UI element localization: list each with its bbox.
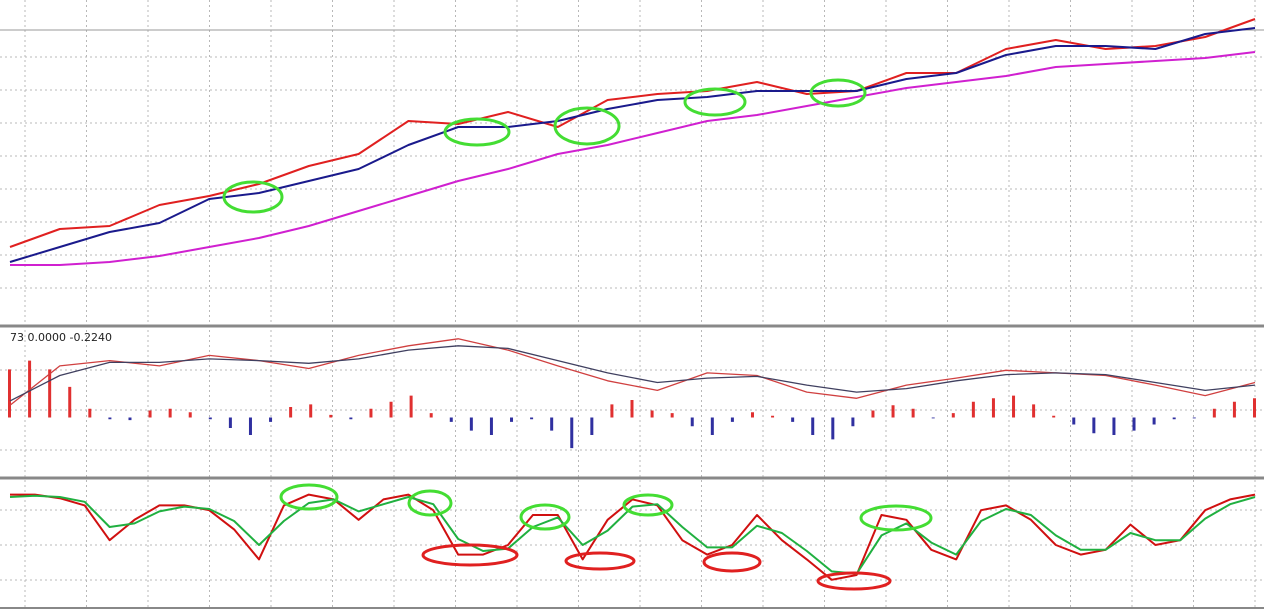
circle-annotation <box>809 78 867 108</box>
histogram-bar <box>208 417 212 420</box>
histogram-bar <box>690 417 694 427</box>
line-series <box>9 18 1256 248</box>
histogram-bar <box>369 408 373 418</box>
histogram-bar <box>8 369 11 418</box>
circle-annotation <box>702 551 762 573</box>
line-series <box>10 51 1256 266</box>
histogram-bar <box>228 417 232 428</box>
circle-annotation <box>519 503 571 531</box>
histogram-bar <box>1032 404 1036 418</box>
histogram-bar <box>329 414 333 418</box>
histogram-bar <box>1072 417 1076 425</box>
histogram-bar <box>469 417 473 431</box>
histogram-bar <box>851 417 855 427</box>
circle-annotation <box>553 106 621 146</box>
histogram-bar <box>750 412 754 418</box>
histogram-bar <box>1232 401 1236 418</box>
histogram-bar <box>550 417 554 431</box>
histogram-bar <box>429 413 433 418</box>
histogram-bar <box>610 404 614 418</box>
histogram-bar <box>811 417 815 435</box>
histogram-bar <box>791 417 795 422</box>
histogram-bar <box>148 410 152 418</box>
line-series <box>9 338 1256 406</box>
histogram-bar <box>1212 408 1216 418</box>
circle-annotation <box>279 483 339 511</box>
circle-annotation <box>683 87 747 117</box>
histogram-bar <box>289 407 293 418</box>
marks <box>8 18 1256 581</box>
histogram-bar <box>489 417 493 435</box>
circle-annotation <box>622 493 674 517</box>
line-series <box>10 493 1256 581</box>
histogram-bar <box>349 417 353 420</box>
histogram-bar <box>831 417 835 440</box>
histogram-bar <box>771 415 775 418</box>
annotations <box>222 78 933 591</box>
histogram-bar <box>48 369 52 418</box>
histogram-bar <box>188 412 192 418</box>
histogram-bar <box>710 417 714 435</box>
histogram-bar <box>108 417 112 420</box>
histogram-bar <box>269 417 273 422</box>
histogram-bar <box>68 386 72 418</box>
line-series <box>9 27 1256 263</box>
histogram-bar <box>911 408 915 418</box>
histogram-bar <box>1112 417 1116 435</box>
histogram-bar <box>891 405 895 418</box>
histogram-bar <box>1152 417 1156 425</box>
histogram-bar <box>931 417 935 419</box>
circle-annotation <box>222 180 284 214</box>
circle-annotation <box>407 489 453 517</box>
histogram-bar <box>409 395 413 418</box>
histogram-bar <box>1092 417 1096 434</box>
histogram-bar <box>570 417 574 449</box>
histogram-bar <box>670 413 674 418</box>
histogram-bar <box>168 408 172 418</box>
macd-label: 73 0.0000 -0.2240 <box>10 331 112 344</box>
line-series <box>9 494 1256 575</box>
circle-annotation <box>421 543 519 567</box>
histogram-bar <box>871 410 875 418</box>
histogram-bar <box>991 398 995 418</box>
histogram-bar <box>730 417 734 422</box>
line-series <box>9 345 1256 402</box>
histogram-bar <box>128 417 132 421</box>
histogram-bar <box>389 401 393 418</box>
circle-annotation <box>564 551 636 571</box>
histogram-bar <box>530 417 534 420</box>
histogram-bar <box>650 410 654 418</box>
histogram-bar <box>1052 415 1056 418</box>
histogram-bar <box>1132 417 1136 431</box>
histogram-bar <box>248 417 252 435</box>
histogram-bar <box>590 417 594 435</box>
histogram-bar <box>951 413 955 418</box>
circle-annotation <box>859 504 933 532</box>
circle-annotation <box>816 571 892 591</box>
histogram-bar <box>971 401 975 418</box>
histogram-bar <box>1172 417 1176 420</box>
histogram-bar <box>88 408 92 418</box>
circle-annotation <box>443 117 511 147</box>
histogram-bar <box>309 404 313 418</box>
histogram-bar <box>449 417 453 422</box>
histogram-bar <box>630 400 634 418</box>
histogram-bar <box>1253 398 1256 418</box>
histogram-bar <box>1012 395 1016 418</box>
histogram-bar <box>510 417 514 422</box>
histogram-bar <box>1192 417 1196 419</box>
